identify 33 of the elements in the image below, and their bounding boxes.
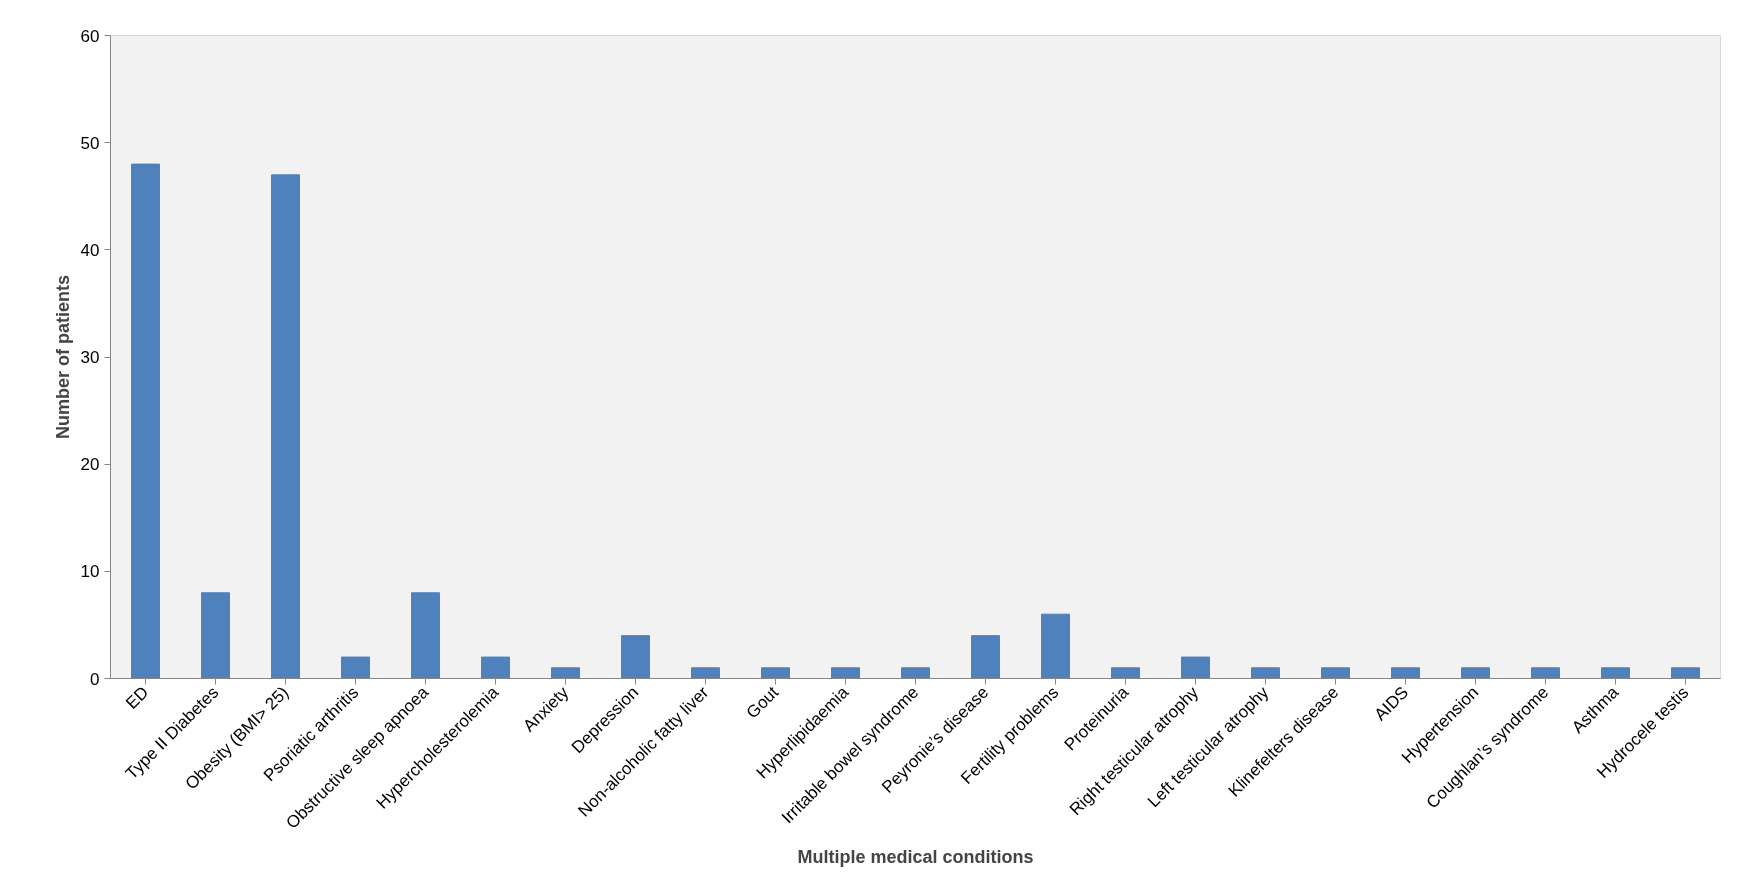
bar xyxy=(131,163,160,679)
bar xyxy=(1531,667,1560,679)
x-axis-title: Multiple medical conditions xyxy=(797,847,1034,868)
bar xyxy=(1321,667,1350,679)
bar xyxy=(201,592,230,679)
y-tick-label: 30 xyxy=(80,348,100,367)
bar xyxy=(551,667,580,679)
y-tick-label: 0 xyxy=(90,669,100,689)
x-tick-label: ED xyxy=(122,682,153,713)
bar xyxy=(1111,667,1140,679)
bar xyxy=(901,667,930,679)
bar xyxy=(971,635,1000,679)
bar xyxy=(481,656,510,679)
y-tick-label: 50 xyxy=(80,133,100,153)
bar xyxy=(341,656,370,679)
bar xyxy=(691,667,720,679)
y-tick-label: 10 xyxy=(80,562,100,582)
bar xyxy=(1251,667,1280,679)
y-tick-label: 20 xyxy=(80,455,100,475)
bar xyxy=(831,667,860,679)
bar xyxy=(1461,667,1490,679)
bar xyxy=(271,174,300,679)
bar xyxy=(1671,667,1700,679)
bar xyxy=(761,667,790,679)
y-tick-label: 40 xyxy=(80,240,100,260)
bar xyxy=(411,592,440,679)
bar xyxy=(621,635,650,679)
y-axis-title: Number of patients xyxy=(52,274,73,440)
bar xyxy=(1181,656,1210,679)
bar xyxy=(1041,613,1070,679)
y-tick-label: 60 xyxy=(80,26,100,46)
bar xyxy=(1601,667,1630,679)
bar xyxy=(1391,667,1420,679)
